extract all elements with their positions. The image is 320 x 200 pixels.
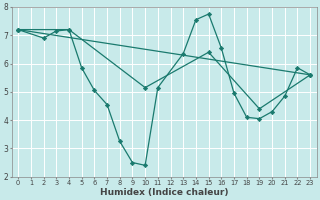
X-axis label: Humidex (Indice chaleur): Humidex (Indice chaleur): [100, 188, 228, 197]
